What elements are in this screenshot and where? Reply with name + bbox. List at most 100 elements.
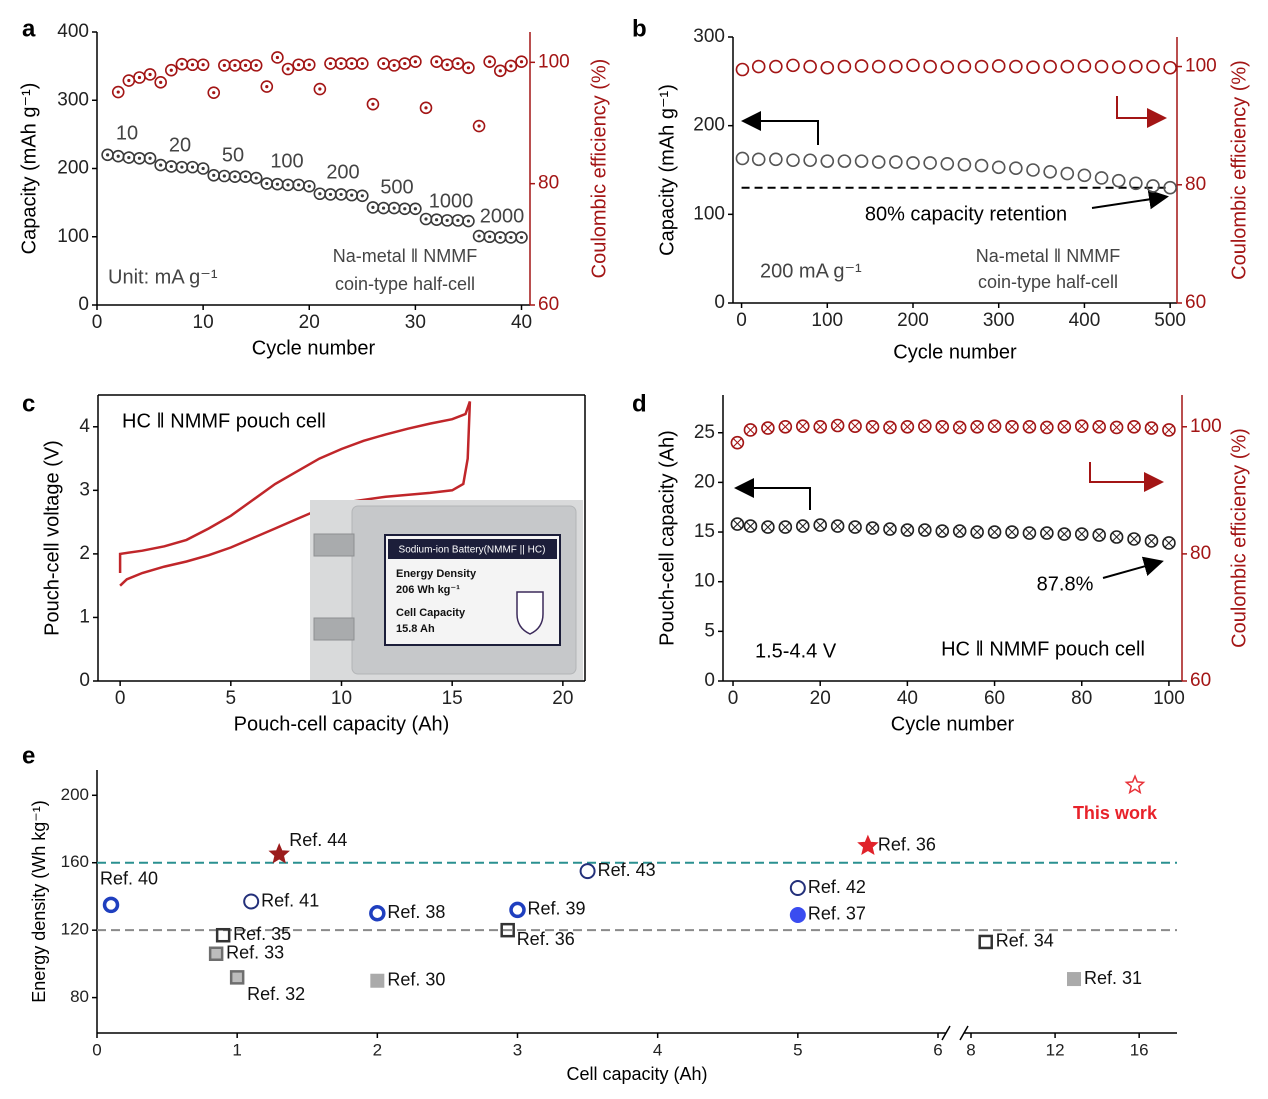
marker (143, 68, 157, 81)
marker-cross (798, 521, 808, 531)
data-point (196, 58, 210, 72)
x-tick-label: 30 (405, 312, 426, 333)
data-point (1144, 421, 1159, 435)
marker-cross (990, 527, 999, 537)
annotation: Unit: mA g⁻¹ (108, 266, 218, 288)
marker-cross (1077, 421, 1087, 431)
marker (1026, 60, 1040, 74)
data-point (175, 160, 189, 174)
data-point (1043, 59, 1057, 74)
y-tick-label: 80 (70, 987, 89, 1006)
marker (940, 60, 955, 74)
marker (923, 156, 937, 170)
marker-dot (201, 63, 205, 67)
data-point (324, 188, 337, 201)
marker (1043, 59, 1057, 74)
data-point (1129, 59, 1143, 74)
marker (249, 171, 263, 185)
marker (848, 520, 862, 534)
data-point (1109, 420, 1124, 435)
data-point (101, 148, 114, 162)
y-tick-label: 100 (57, 226, 89, 247)
marker-dot (212, 173, 216, 177)
data-point (1026, 60, 1040, 74)
marker-dot (307, 63, 311, 67)
marker (302, 58, 316, 72)
marker-dot (350, 61, 354, 66)
data-point (974, 158, 989, 173)
marker (1060, 166, 1075, 181)
data-point (854, 59, 869, 73)
marker-cross (1129, 422, 1139, 432)
arrow (1102, 556, 1164, 579)
x-tick-label: 20 (552, 688, 573, 709)
marker-dot (339, 192, 343, 197)
marker (1124, 774, 1146, 795)
marker (743, 423, 758, 437)
marker-cross (780, 422, 790, 432)
data-point (515, 55, 528, 69)
marker (1127, 532, 1141, 546)
data-point (483, 55, 496, 69)
marker (778, 419, 793, 434)
data-point (830, 418, 845, 433)
x-tick-label: 40 (511, 312, 532, 333)
x-tick-label: 20 (299, 312, 320, 333)
marker-dot (413, 60, 417, 64)
x-tick-label: 100 (811, 310, 843, 331)
data-point (451, 57, 465, 70)
data-point (430, 213, 443, 226)
marker (857, 834, 879, 856)
data-point (906, 156, 920, 170)
data-point (1009, 59, 1023, 74)
marker (837, 154, 852, 168)
marker-dot (222, 63, 226, 67)
marker (865, 521, 880, 535)
data-point (377, 201, 390, 215)
marker-cross (1094, 530, 1104, 540)
data-point (302, 179, 316, 193)
data-point (1092, 528, 1106, 542)
data-point (440, 214, 454, 227)
marker (1144, 421, 1159, 435)
data-point (730, 517, 745, 531)
marker (462, 214, 475, 228)
marker-cross (1164, 425, 1174, 435)
marker-dot (360, 61, 364, 66)
marker-cross (1147, 423, 1156, 433)
logo (516, 591, 544, 635)
data-point (1074, 419, 1089, 433)
point-label: Ref. 44 (289, 830, 347, 850)
marker-dot (488, 60, 492, 64)
marker (243, 893, 260, 910)
marker (1074, 527, 1089, 541)
data-point (970, 419, 984, 434)
marker (1009, 59, 1023, 74)
marker-dot (435, 60, 439, 64)
data-point (249, 59, 263, 72)
point-label: Ref. 39 (528, 899, 586, 919)
marker (789, 906, 806, 923)
marker-cross (1042, 528, 1052, 538)
y2-axis-label: Coulombic efficiency (%) (588, 59, 610, 279)
marker (1005, 419, 1019, 434)
arrow (1091, 189, 1169, 210)
marker-cross (1007, 527, 1017, 537)
x-axis-label: Cycle number (891, 713, 1015, 735)
x-tick-label: 40 (897, 688, 918, 709)
data-point (854, 154, 869, 168)
marker (883, 420, 897, 435)
data-point (900, 523, 915, 537)
data-point (377, 57, 390, 70)
x-tick-label: 12 (1046, 1040, 1065, 1059)
data-point (923, 156, 937, 170)
marker (786, 58, 800, 73)
data-point (1026, 163, 1040, 177)
marker-cross (885, 423, 895, 432)
x-tick-label: 2 (373, 1040, 382, 1059)
marker (1040, 420, 1054, 435)
tab (313, 617, 355, 641)
marker (1144, 534, 1159, 548)
data-point (883, 522, 897, 536)
